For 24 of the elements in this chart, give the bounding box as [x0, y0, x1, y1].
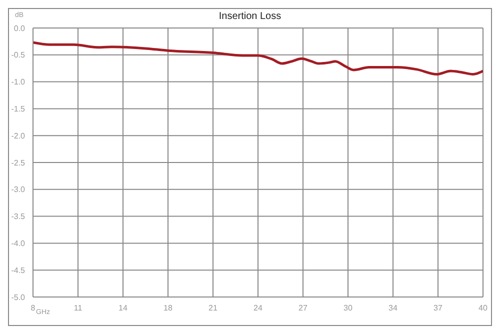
x-tick-label: 8 — [30, 304, 36, 313]
x-tick-label: 14 — [118, 304, 128, 313]
y-tick-label: -0.5 — [11, 50, 26, 60]
x-tick-label: 18 — [164, 304, 173, 313]
x-tick-label: 27 — [298, 304, 308, 313]
y-tick-label: -5.0 — [11, 292, 26, 302]
y-tick-label: -1.5 — [11, 104, 26, 114]
x-tick-label: 21 — [208, 304, 218, 313]
x-tick-label: 24 — [254, 304, 263, 313]
x-tick-label: 37 — [434, 304, 443, 313]
y-tick-label: -1.0 — [11, 78, 26, 87]
y-tick-label: -4.5 — [11, 266, 26, 275]
y-tick-label: -2.0 — [11, 131, 26, 140]
x-tick-label: 30 — [344, 304, 353, 313]
x-tick-label: 34 — [388, 304, 398, 313]
x-tick-label: 40 — [478, 304, 488, 313]
y-tick-label: -2.5 — [11, 158, 26, 168]
line-series — [33, 41, 483, 76]
x-tick-label: 11 — [74, 304, 83, 313]
chart-title: Insertion Loss — [218, 11, 282, 22]
y-tick-label: -3.5 — [11, 212, 26, 222]
y-tick-label: -4.0 — [11, 239, 26, 248]
y-tick-label: 0.0 — [14, 24, 26, 33]
y-tick-label: -3.0 — [11, 185, 26, 194]
